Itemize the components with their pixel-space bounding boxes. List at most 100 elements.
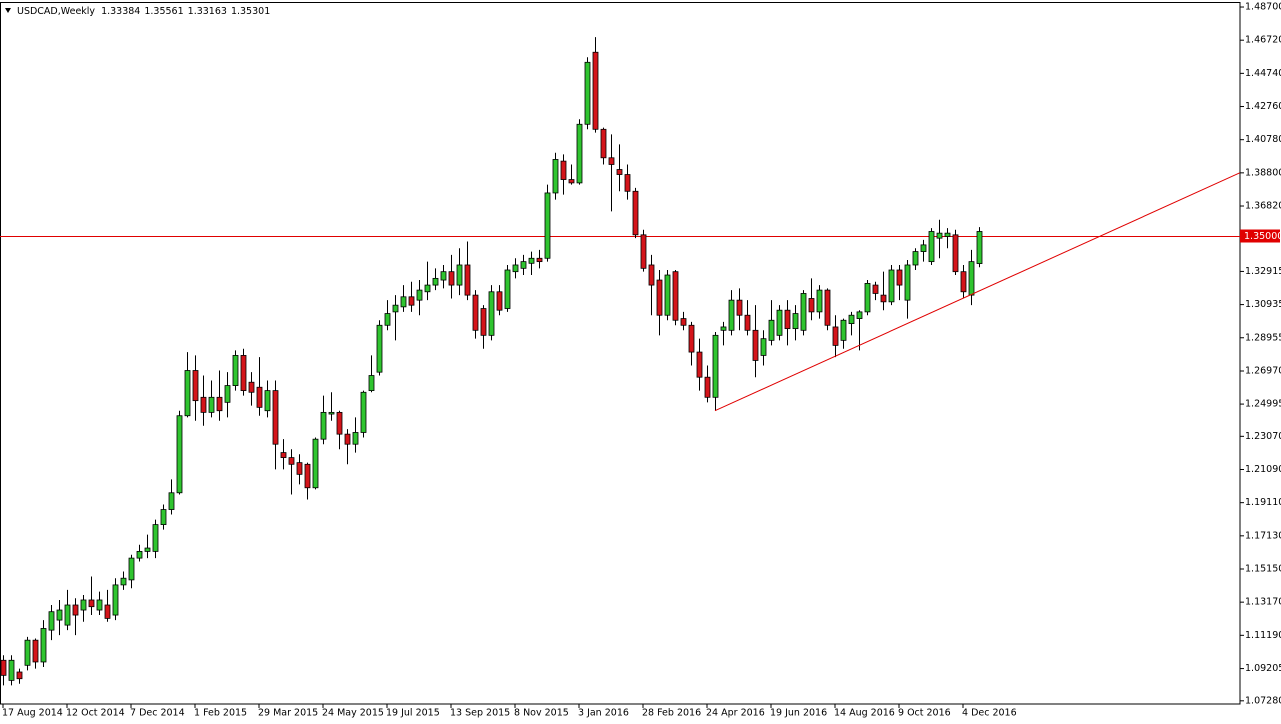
level-label-box [1240,229,1280,243]
candle-body [160,509,167,526]
candle-body [808,298,815,313]
candle-body [376,324,383,373]
candle-body [976,231,983,264]
candle-body [448,271,455,286]
candle-body [200,396,207,413]
candle-body [368,375,375,392]
candle-body [144,547,151,552]
candle-body [24,639,31,666]
candle-body [936,232,943,239]
candle-body [416,289,423,301]
candle-body [408,296,415,306]
candle-body [616,169,623,175]
symbol: USDCAD,Weekly [17,6,95,17]
header-close: 1.35301 [231,6,270,17]
candle-body [136,551,143,559]
candle-body [16,671,23,680]
candle-body [432,277,439,286]
candle-body [400,296,407,308]
x-tick-label: 19 Jun 2016 [770,708,827,719]
x-tick-label: 29 Mar 2015 [258,708,318,719]
candle-body [672,271,679,321]
level-label: 1.35000 [1244,231,1281,242]
candle-body [296,462,303,475]
candle-body [752,329,759,361]
header-open: 1.33384 [101,6,140,17]
candle-body [504,269,511,309]
candle-body [472,294,479,331]
candle-body [240,355,247,392]
y-tick-label: 1.15150 [1245,563,1281,574]
plot-frame [0,2,1241,705]
candle-body [664,274,671,316]
y-tick-label: 1.30935 [1245,299,1281,310]
candle-body [464,264,471,296]
candle-body [952,234,959,273]
candle-body [656,279,663,316]
y-tick-label: 1.19110 [1245,497,1281,508]
candle-body [776,309,783,336]
candle-body [568,179,575,184]
candle-body [736,299,743,316]
candle-body [840,319,847,341]
candle-body [120,577,127,586]
candle-body [608,157,615,165]
candle-body [192,370,199,402]
candle-body [272,390,279,445]
y-tick-label: 1.40780 [1245,134,1281,145]
x-tick-label: 13 Sep 2015 [450,708,510,719]
candle-body [168,492,175,510]
candle-body [360,391,367,433]
candle-body [256,386,263,408]
menu-arrow[interactable] [5,8,11,13]
x-tick-label: 14 Aug 2016 [834,708,895,719]
y-tick-label: 1.11190 [1245,630,1281,641]
y-tick-label: 1.24995 [1245,399,1281,410]
candle-body [216,396,223,412]
candle-body [968,261,975,296]
candle-body [904,264,911,301]
y-tick-label: 1.42760 [1245,101,1281,112]
candle-body [760,338,767,356]
candle-body [152,524,159,552]
candle-body [744,314,751,331]
candle-body [576,123,583,184]
candle-body [680,318,687,326]
y-tick-label: 1.13170 [1245,597,1281,608]
candle-body [920,244,927,252]
candle-body [224,385,231,403]
candle-body [512,264,519,273]
candle-body [528,257,535,264]
candle-body [280,452,287,459]
x-tick-label: 24 Apr 2016 [706,708,765,719]
candle-body [552,159,559,194]
candle-body [600,128,607,159]
candle-body [32,639,39,663]
x-tick-label: 8 Nov 2015 [514,708,569,719]
candle-body [624,174,631,192]
candle-body [64,604,71,626]
candle-body [488,291,495,336]
candle-body [0,659,7,676]
candle-body [128,557,135,581]
y-tick-label: 1.07280 [1245,695,1281,706]
candle-body [848,314,855,325]
candle-body [248,381,255,393]
x-tick-label: 19 Jul 2015 [386,708,440,719]
candle-body [864,283,871,313]
candle-body [824,289,831,326]
y-tick-label: 1.38800 [1245,167,1281,178]
candle-body [720,326,727,331]
candle-body [328,411,335,415]
candle-body [640,234,647,269]
candle-body [344,433,351,445]
trendline [714,172,1240,412]
header-low: 1.33163 [188,6,227,17]
candle-body [632,190,639,236]
candle-body [424,284,431,293]
candle-body [112,584,119,616]
candle-body [728,299,735,331]
candle-body [520,261,527,269]
